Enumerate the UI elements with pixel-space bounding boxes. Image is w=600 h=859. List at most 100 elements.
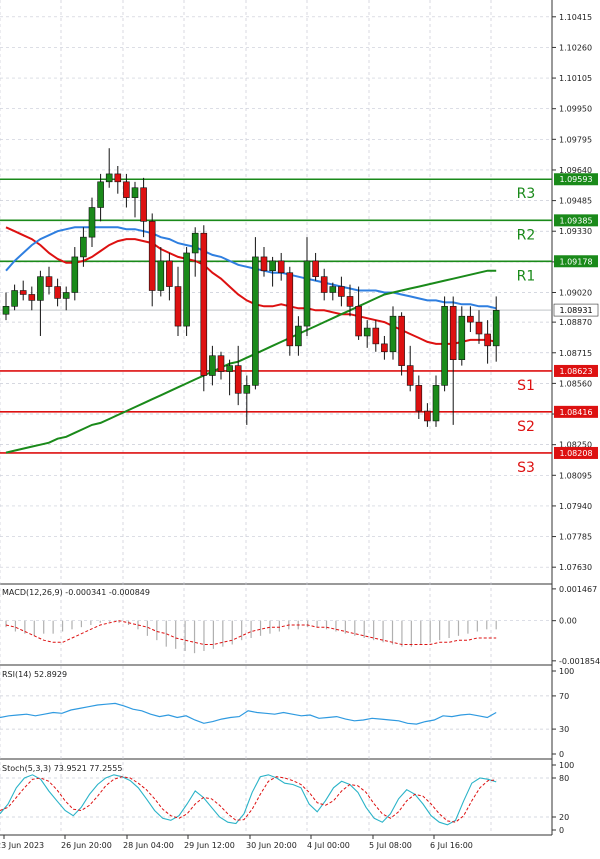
candle-body bbox=[62, 292, 70, 299]
price-tick-label: 1.08715 bbox=[559, 349, 592, 358]
level-badge-r3 bbox=[554, 173, 598, 186]
candle-body bbox=[234, 365, 242, 394]
price-tick-label: 1.10105 bbox=[559, 74, 592, 83]
candle-body bbox=[183, 252, 190, 327]
rsi-line bbox=[0, 702, 497, 725]
stoch-tick-label: 20 bbox=[559, 813, 569, 822]
candle-body bbox=[71, 256, 79, 293]
candle-body bbox=[467, 315, 474, 323]
price-tick-label: 1.09795 bbox=[559, 135, 592, 144]
candle-body bbox=[105, 173, 113, 183]
candle-body bbox=[286, 272, 294, 347]
x-tick-label: 26 Jun 20:00 bbox=[61, 841, 112, 850]
price-tick-label: 1.09020 bbox=[559, 288, 592, 297]
level-badge-s1 bbox=[554, 364, 598, 377]
macd-tick-label: -0.001854 bbox=[559, 657, 600, 666]
rsi-tick-label: 30 bbox=[559, 725, 569, 734]
candle-body bbox=[329, 286, 337, 293]
price-tick-label: 1.09640 bbox=[559, 166, 592, 175]
level-name-r2: R2 bbox=[517, 227, 536, 243]
candle-body bbox=[320, 276, 328, 293]
candle-body bbox=[2, 306, 10, 315]
candle-body bbox=[406, 365, 414, 386]
candle-body bbox=[174, 286, 182, 327]
stoch-d-line bbox=[0, 776, 497, 823]
level-name-r1: R1 bbox=[517, 268, 536, 284]
candle-body bbox=[166, 260, 173, 287]
level-price-label: 1.09385 bbox=[559, 216, 592, 225]
price-tick-label: 1.09950 bbox=[559, 105, 592, 114]
candle-body bbox=[398, 315, 405, 366]
x-tick-label: 4 Jul 00:00 bbox=[307, 841, 350, 850]
candle-body bbox=[484, 333, 491, 347]
stoch-tick-label: 0 bbox=[559, 826, 564, 835]
candle-body bbox=[114, 173, 122, 183]
macd-label: MACD(12,26,9) -0.000341 -0.000849 bbox=[2, 588, 150, 597]
stoch-k-line bbox=[0, 774, 497, 826]
candle-body bbox=[432, 385, 440, 422]
moving-average-line bbox=[5, 226, 497, 345]
candle-body bbox=[19, 290, 27, 295]
x-tick-label: 6 Jul 16:00 bbox=[430, 841, 473, 850]
candle-body bbox=[191, 232, 199, 254]
candle-body bbox=[355, 306, 362, 337]
price-tick-label: 1.10260 bbox=[559, 43, 592, 52]
x-tick-label: 23 Jun 2023 bbox=[0, 841, 44, 850]
candle-body bbox=[303, 260, 311, 327]
candle-body bbox=[131, 187, 139, 198]
level-price-label: 1.08416 bbox=[559, 408, 592, 417]
candle-body bbox=[217, 355, 225, 372]
price-tick-label: 1.09330 bbox=[559, 227, 592, 236]
level-name-r3: R3 bbox=[517, 186, 536, 202]
level-name-s2: S2 bbox=[517, 419, 535, 435]
candle-body bbox=[140, 187, 147, 222]
price-tick-label: 1.10415 bbox=[559, 13, 592, 22]
x-tick-label: 28 Jun 04:00 bbox=[123, 841, 174, 850]
price-tick-label: 1.08560 bbox=[559, 379, 592, 388]
stoch-tick-label: 80 bbox=[559, 774, 569, 783]
candle-body bbox=[381, 343, 388, 353]
candle-body bbox=[492, 309, 500, 347]
level-badge-r2 bbox=[554, 214, 598, 227]
candle-body bbox=[372, 327, 380, 345]
x-tick-label: 30 Jun 20:00 bbox=[246, 841, 297, 850]
price-tick-label: 1.08870 bbox=[559, 318, 592, 327]
candle-body bbox=[295, 325, 302, 347]
candle-body bbox=[415, 385, 423, 412]
level-price-label: 1.08208 bbox=[559, 449, 592, 458]
macd-tick-label: 0.00 bbox=[559, 617, 577, 626]
level-badge-s2 bbox=[554, 405, 598, 418]
candle-body bbox=[269, 260, 276, 272]
candle-body bbox=[260, 256, 268, 272]
candle-body bbox=[252, 256, 259, 386]
candle-body bbox=[441, 306, 448, 386]
candle-body bbox=[449, 306, 457, 360]
level-name-s1: S1 bbox=[517, 378, 535, 394]
rsi-tick-label: 100 bbox=[559, 667, 574, 676]
candle-body bbox=[424, 410, 431, 422]
price-tick-label: 1.07940 bbox=[559, 502, 592, 511]
level-price-label: 1.09593 bbox=[559, 175, 592, 184]
current-price-label: 1.08931 bbox=[559, 306, 592, 315]
candle-body bbox=[123, 181, 130, 198]
candle-body bbox=[243, 385, 251, 394]
stoch-label: Stoch(5,3,3) 73.9521 77.2555 bbox=[2, 764, 122, 773]
candle-body bbox=[28, 294, 36, 301]
candle-body bbox=[37, 276, 44, 301]
level-badge-s3 bbox=[554, 446, 598, 459]
price-tick-label: 1.07630 bbox=[559, 563, 592, 572]
candle-body bbox=[312, 260, 319, 277]
current-price-badge bbox=[553, 303, 599, 317]
candle-body bbox=[363, 327, 371, 337]
macd-signal-line bbox=[5, 620, 497, 645]
candle-body bbox=[389, 315, 397, 353]
candle-body bbox=[45, 276, 53, 287]
candle-body bbox=[11, 290, 18, 307]
rsi-tick-label: 0 bbox=[559, 750, 564, 759]
x-tick-label: 5 Jul 08:00 bbox=[369, 841, 412, 850]
candle-body bbox=[200, 232, 208, 376]
candle-body bbox=[338, 286, 345, 297]
candle-body bbox=[80, 236, 87, 258]
x-tick-label: 29 Jun 12:00 bbox=[184, 841, 235, 850]
